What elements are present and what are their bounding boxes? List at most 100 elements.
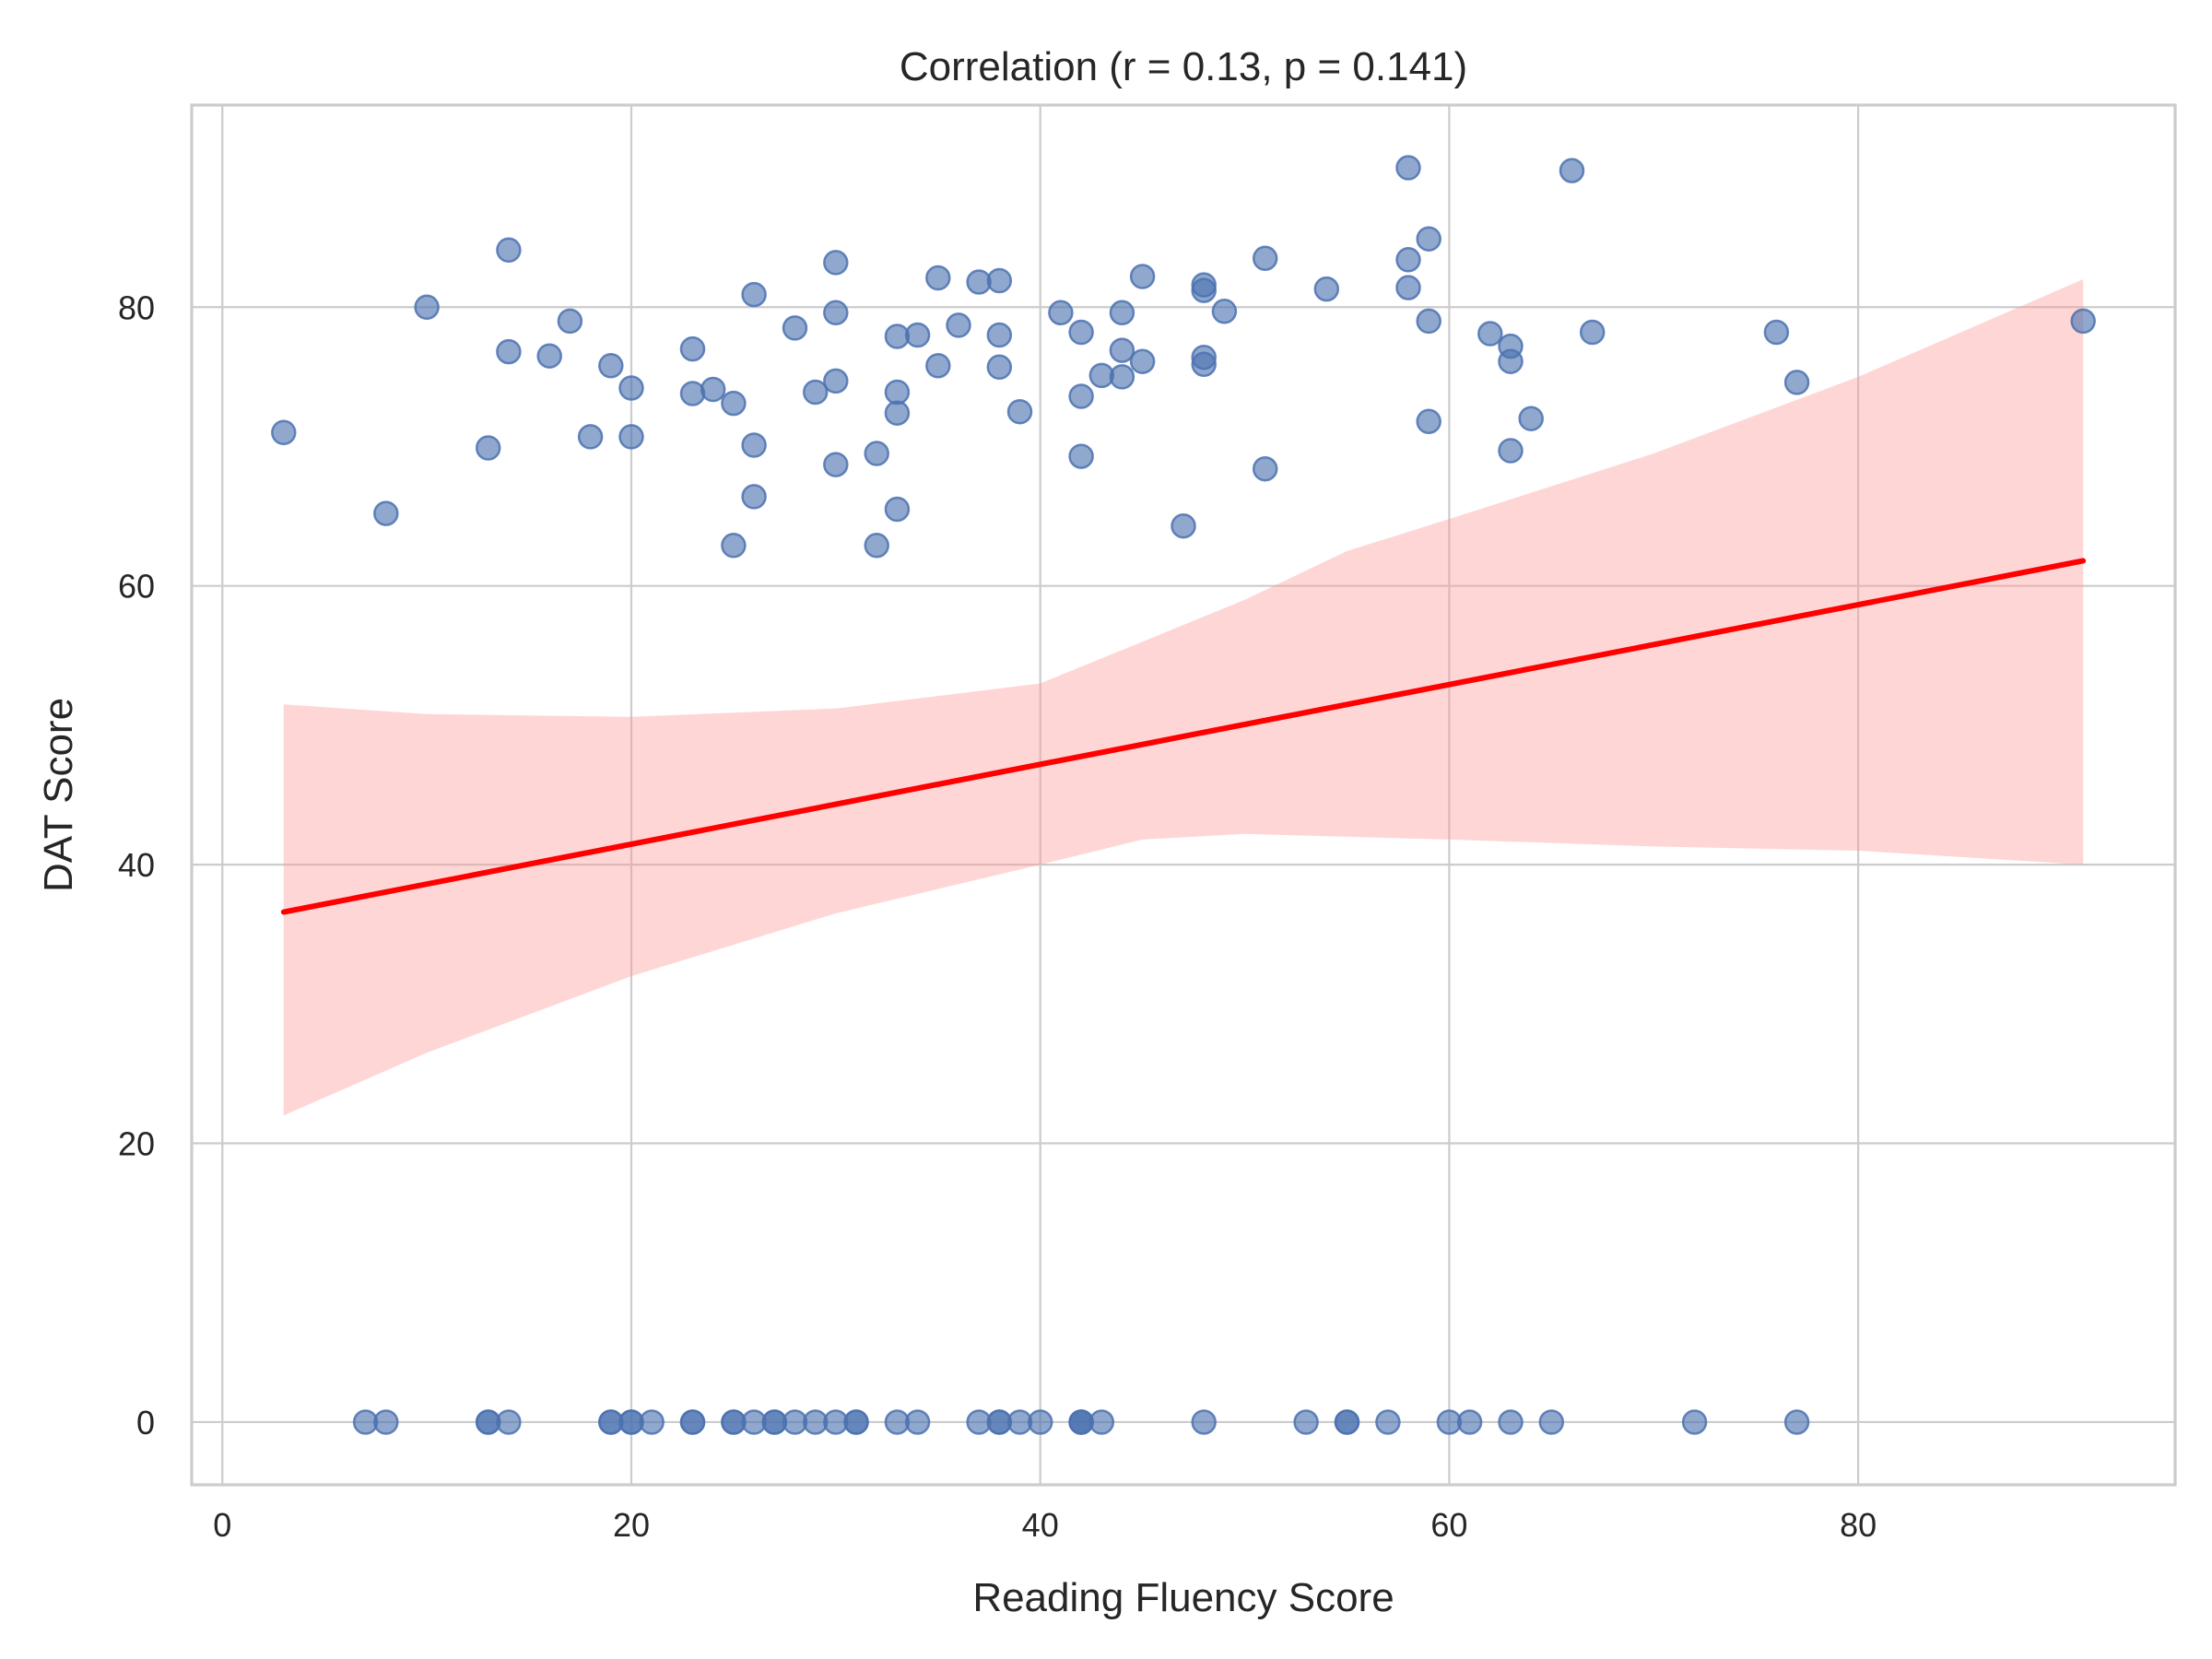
x-tick-label: 0 <box>213 1506 231 1544</box>
data-point <box>741 484 767 510</box>
data-point <box>1027 1409 1053 1435</box>
data-point <box>884 400 911 426</box>
data-point <box>496 338 522 365</box>
y-tick-label: 0 <box>136 1404 155 1441</box>
data-point <box>1416 408 1441 435</box>
regression-line <box>280 558 2087 915</box>
data-point <box>1783 1409 1810 1435</box>
data-point <box>1763 319 1790 346</box>
data-point <box>639 1409 665 1435</box>
x-tick-label: 40 <box>1022 1506 1059 1544</box>
data-point <box>823 300 849 326</box>
data-point <box>1579 319 1606 346</box>
chart-title: Correlation (r = 0.13, p = 0.141) <box>900 44 1467 89</box>
data-point <box>721 533 747 559</box>
data-point <box>414 294 440 321</box>
data-point <box>1538 1409 1565 1435</box>
y-tick-label: 20 <box>118 1125 155 1163</box>
y-tick-label: 60 <box>118 568 155 606</box>
x-tick-labels: 0 20 40 60 80 <box>213 1506 1877 1544</box>
y-axis-label: DAT Score <box>36 698 81 892</box>
data-point <box>271 419 297 446</box>
data-point <box>986 322 1013 348</box>
data-point <box>700 376 726 403</box>
data-point <box>721 390 747 417</box>
x-tick-label: 80 <box>1840 1506 1877 1544</box>
data-point <box>1518 406 1544 431</box>
data-point <box>496 237 522 264</box>
data-point <box>925 353 951 379</box>
data-point <box>1211 299 1238 324</box>
data-point <box>1416 226 1441 252</box>
data-point <box>536 343 562 369</box>
data-point <box>864 441 889 466</box>
data-point <box>1395 275 1421 300</box>
data-point <box>1783 370 1810 395</box>
data-point <box>1252 245 1278 272</box>
data-point <box>1191 351 1217 378</box>
data-point <box>679 335 706 362</box>
data-point <box>1477 321 1503 347</box>
data-point <box>1088 1409 1115 1435</box>
data-point <box>823 250 849 276</box>
data-point <box>925 265 951 291</box>
data-point <box>1395 155 1421 181</box>
data-point <box>1498 438 1524 464</box>
data-point <box>823 452 849 477</box>
data-point <box>1068 319 1094 346</box>
data-point <box>1109 337 1135 363</box>
data-point <box>1498 348 1524 374</box>
plot-frame <box>190 103 2177 1487</box>
data-point <box>884 379 911 406</box>
x-tick-label: 20 <box>613 1506 650 1544</box>
data-point <box>843 1409 869 1435</box>
data-point <box>1109 300 1135 326</box>
data-point <box>577 424 604 450</box>
data-point <box>1681 1409 1708 1435</box>
confidence-band-layer <box>283 279 2084 1116</box>
data-point <box>986 354 1013 381</box>
data-point <box>1416 308 1441 335</box>
y-tick-labels: 0 20 40 60 80 <box>118 288 155 1441</box>
grid-lines <box>192 105 2175 1485</box>
y-tick-label: 80 <box>118 288 155 326</box>
data-point <box>741 281 767 308</box>
data-point <box>1048 300 1074 326</box>
data-point <box>823 368 849 394</box>
confidence-band <box>283 279 2084 1116</box>
data-point <box>1293 1409 1319 1435</box>
regression-line-layer <box>280 558 2087 915</box>
data-point <box>679 381 706 406</box>
data-point <box>1191 1409 1217 1435</box>
x-tick-label: 60 <box>1430 1506 1467 1544</box>
data-point <box>618 424 644 450</box>
data-point <box>741 432 767 458</box>
data-point <box>1456 1409 1483 1435</box>
data-point <box>1334 1409 1360 1435</box>
data-point <box>373 500 399 526</box>
data-point <box>679 1409 706 1435</box>
data-point <box>2070 308 2096 335</box>
data-point <box>782 315 808 341</box>
data-point <box>1252 455 1278 482</box>
data-point <box>1068 383 1094 409</box>
data-point <box>802 379 829 406</box>
data-point <box>946 312 971 338</box>
data-point <box>1068 443 1094 469</box>
data-point <box>1191 277 1217 303</box>
data-point <box>904 1409 931 1435</box>
data-point <box>557 308 583 335</box>
data-point <box>904 322 931 348</box>
data-point <box>864 533 889 559</box>
data-point <box>496 1409 522 1435</box>
data-point <box>618 375 644 401</box>
data-point <box>1006 398 1033 425</box>
data-point <box>1129 264 1156 289</box>
data-point <box>986 267 1013 294</box>
data-point <box>1171 512 1196 539</box>
data-point <box>1313 276 1340 302</box>
data-point <box>1559 158 1585 183</box>
data-point <box>1395 247 1421 273</box>
y-tick-label: 40 <box>118 846 155 884</box>
